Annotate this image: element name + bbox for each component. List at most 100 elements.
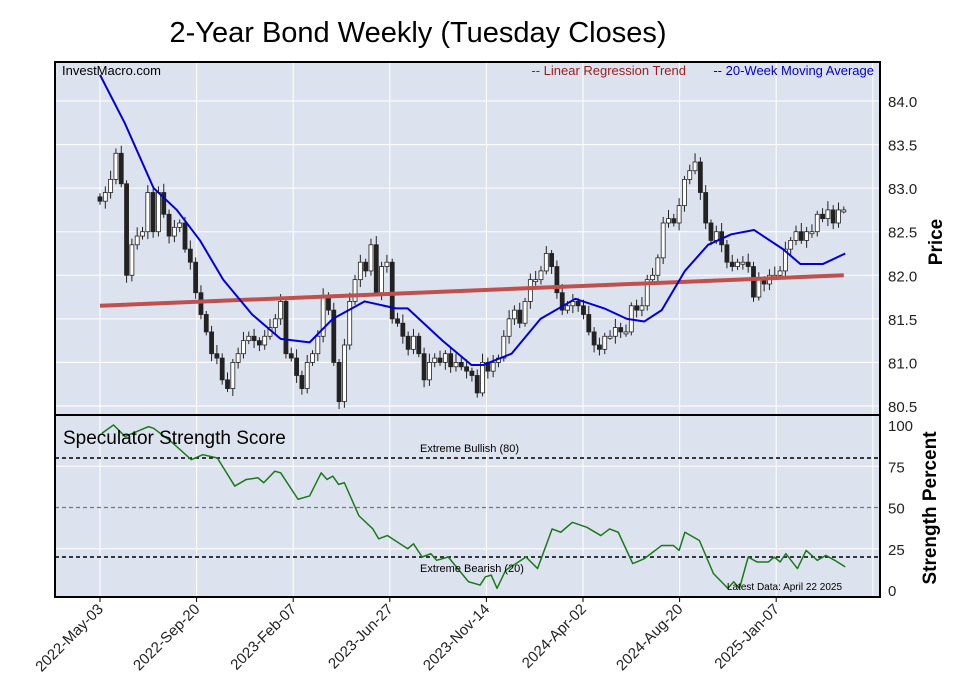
candle-up bbox=[341, 344, 347, 403]
candle-up bbox=[108, 179, 114, 193]
candle-up bbox=[262, 335, 268, 346]
candle-up bbox=[506, 318, 512, 337]
candle-down bbox=[214, 353, 220, 359]
candle-up bbox=[171, 226, 177, 237]
candle-up bbox=[644, 279, 650, 307]
candle-down bbox=[729, 261, 735, 267]
candle-down bbox=[373, 244, 379, 294]
legend-regression: -- Linear Regression Trend bbox=[531, 63, 686, 78]
candle-up bbox=[384, 261, 390, 267]
candle-down bbox=[464, 366, 469, 372]
candle-up bbox=[655, 257, 661, 276]
candle-up bbox=[666, 218, 671, 224]
candle-up bbox=[777, 270, 783, 276]
candle-up bbox=[527, 279, 533, 302]
candle-down bbox=[294, 357, 299, 376]
candle-up bbox=[129, 244, 135, 276]
candle-up bbox=[490, 362, 496, 372]
candle-down bbox=[448, 353, 454, 368]
candle-down bbox=[559, 292, 565, 311]
x-tick-label: 2024-Apr-02 bbox=[519, 601, 590, 672]
candle-down bbox=[703, 192, 709, 224]
candle-down bbox=[363, 261, 369, 272]
candle-up bbox=[676, 205, 682, 224]
candle-up bbox=[145, 192, 151, 233]
candle-down bbox=[182, 222, 188, 250]
price-series bbox=[97, 74, 847, 410]
candle-down bbox=[416, 335, 422, 355]
candle-down bbox=[517, 309, 523, 324]
candle-up bbox=[682, 179, 687, 206]
candle-up bbox=[639, 305, 645, 311]
strength-series bbox=[55, 424, 880, 590]
candle-down bbox=[288, 353, 294, 359]
candle-down bbox=[336, 362, 342, 403]
candle-down bbox=[437, 357, 443, 363]
candle-up bbox=[411, 335, 416, 350]
candle-down bbox=[251, 335, 257, 342]
candle-down bbox=[283, 301, 289, 355]
candle-up bbox=[235, 353, 241, 363]
price-tick-label: 81.0 bbox=[888, 355, 917, 372]
candle-up bbox=[134, 235, 140, 246]
candle-down bbox=[830, 209, 836, 224]
candle-down bbox=[671, 218, 677, 224]
candle-up bbox=[836, 209, 841, 224]
price-tick-label: 82.0 bbox=[888, 268, 917, 285]
candle-up bbox=[788, 240, 794, 250]
candle-down bbox=[708, 222, 714, 241]
candle-down bbox=[331, 309, 337, 363]
price-tick-label: 80.5 bbox=[888, 399, 917, 416]
watermark: InvestMacro.com bbox=[62, 63, 161, 78]
candle-up bbox=[809, 231, 815, 235]
candle-down bbox=[256, 340, 262, 346]
strength-axis-label: Strength Percent bbox=[920, 431, 941, 585]
candle-up bbox=[379, 266, 384, 294]
candle-up bbox=[113, 152, 119, 180]
candle-up bbox=[713, 231, 719, 241]
candle-down bbox=[405, 335, 411, 350]
strength-panel-bg bbox=[55, 415, 880, 597]
candle-down bbox=[161, 192, 167, 215]
candle-down bbox=[597, 344, 602, 350]
candle-up bbox=[687, 170, 693, 180]
candle-down bbox=[575, 301, 581, 307]
candle-up bbox=[310, 353, 315, 363]
bullish-label: Extreme Bullish (80) bbox=[420, 443, 519, 455]
candle-up bbox=[782, 248, 788, 272]
regression-trend-line bbox=[99, 273, 844, 308]
candle-down bbox=[549, 253, 555, 267]
candle-down bbox=[474, 375, 480, 394]
candle-down bbox=[421, 353, 427, 381]
x-tick-label: 2022-Sep-20 bbox=[130, 601, 203, 674]
candle-up bbox=[607, 335, 613, 339]
candle-down bbox=[458, 362, 464, 368]
candle-up bbox=[368, 244, 374, 272]
candle-up bbox=[533, 279, 539, 283]
candle-up bbox=[501, 335, 507, 359]
candle-down bbox=[326, 296, 331, 311]
candle-down bbox=[798, 231, 804, 241]
chart-title: 2-Year Bond Weekly (Tuesday Closes) bbox=[170, 17, 667, 49]
candle-up bbox=[543, 253, 549, 272]
strength-tick-label: 75 bbox=[888, 459, 905, 476]
candle-down bbox=[581, 305, 586, 315]
candle-up bbox=[278, 301, 284, 320]
candle-down bbox=[618, 327, 624, 333]
candle-down bbox=[124, 183, 129, 276]
x-tick-label: 2022-May-03 bbox=[32, 601, 107, 676]
candle-up bbox=[102, 192, 108, 202]
candle-up bbox=[825, 209, 831, 220]
candle-up bbox=[660, 222, 666, 259]
candle-down bbox=[395, 318, 400, 324]
candle-down bbox=[219, 357, 225, 381]
candle-up bbox=[650, 274, 655, 281]
candle-down bbox=[751, 266, 756, 298]
candle-down bbox=[634, 305, 640, 311]
candle-up bbox=[735, 261, 740, 267]
candle-up bbox=[602, 335, 608, 350]
candle-down bbox=[203, 314, 209, 333]
candle-up bbox=[522, 301, 528, 324]
candle-up bbox=[304, 362, 310, 389]
